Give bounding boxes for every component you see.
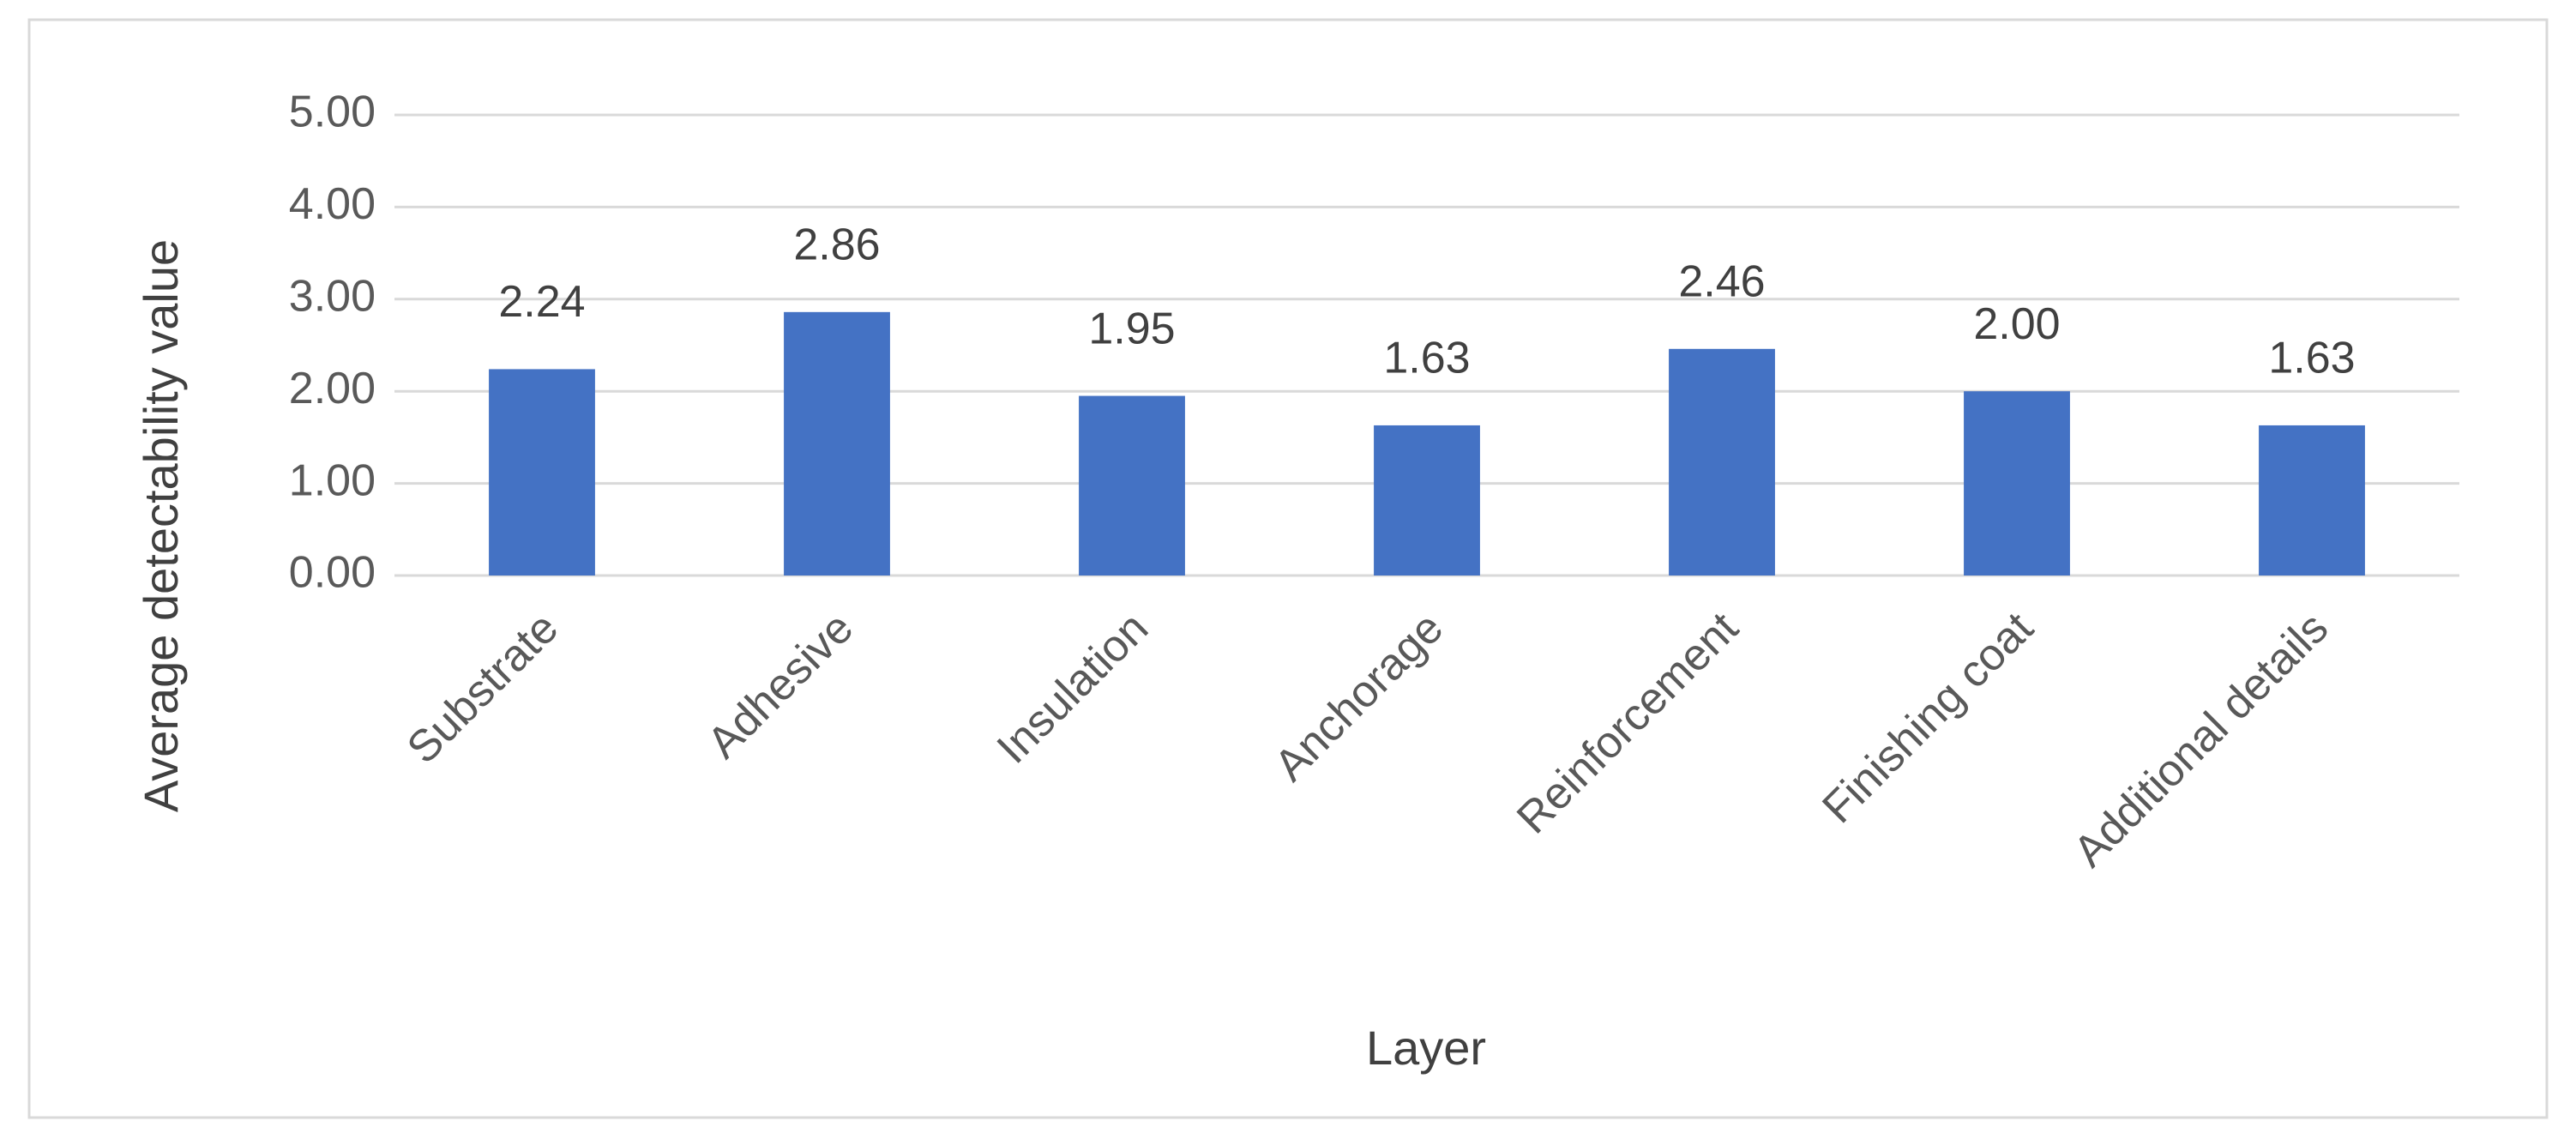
bar [2259, 425, 2365, 576]
y-axis-title: Average detectability value [134, 239, 188, 812]
bar [1669, 348, 1775, 576]
y-tick-label: 4.00 [289, 179, 376, 229]
y-tick-label: 2.00 [289, 364, 376, 413]
value-label: 2.00 [1973, 299, 2060, 349]
y-tick-label: 0.00 [289, 548, 376, 598]
y-tick-label: 3.00 [289, 272, 376, 322]
y-tick-label: 5.00 [289, 87, 376, 137]
value-label: 1.63 [2268, 334, 2355, 383]
x-axis-title: Layer [1366, 1021, 1486, 1075]
value-label: 1.95 [1088, 304, 1175, 353]
value-label: 2.46 [1678, 257, 1765, 307]
value-label: 1.63 [1383, 334, 1470, 383]
bar [1374, 425, 1480, 576]
value-label: 2.24 [498, 277, 585, 327]
value-label: 2.86 [793, 220, 880, 270]
bar [489, 369, 595, 576]
bar [1079, 395, 1185, 576]
bar [1964, 391, 2070, 576]
chart-border [27, 18, 2549, 1119]
bar [784, 311, 890, 576]
y-tick-label: 1.00 [289, 455, 376, 505]
